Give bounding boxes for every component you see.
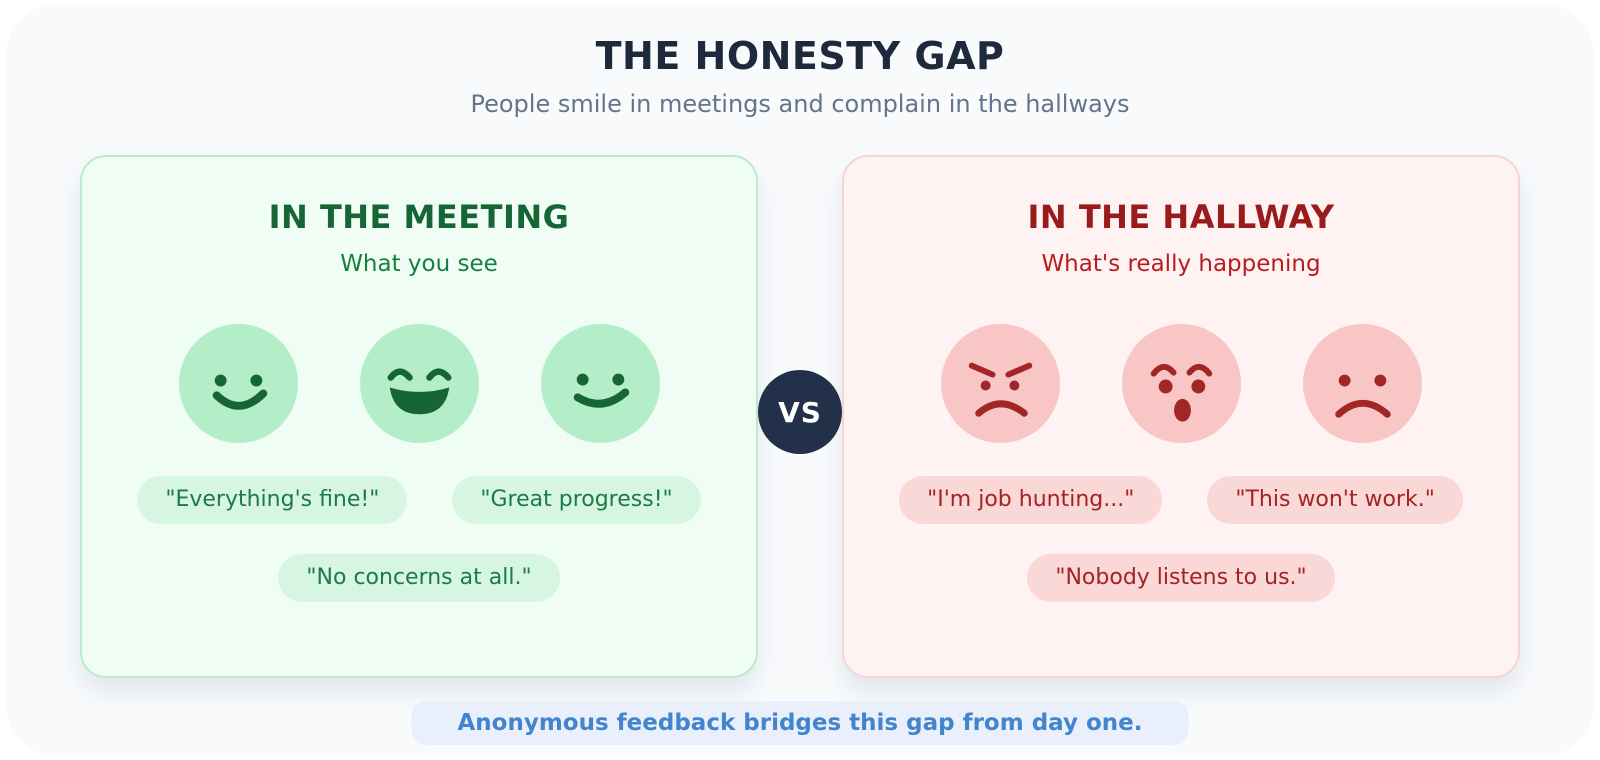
quote-bubble: "Everything's fine!" [137, 476, 408, 524]
hallway-panel-title: IN THE HALLWAY [1027, 198, 1335, 236]
banner-text: Anonymous feedback bridges this gap from… [457, 710, 1143, 736]
quote-bubble: "Great progress!" [452, 476, 701, 524]
hallway-quotes-row-1: "I'm job hunting..." "This won't work." [844, 476, 1518, 524]
meeting-panel: IN THE MEETING What you see [80, 155, 758, 678]
header: THE HONESTY GAP People smile in meetings… [6, 4, 1594, 118]
happy-face-icon [178, 324, 298, 443]
footer-banner: Anonymous feedback bridges this gap from… [411, 701, 1189, 745]
quote-bubble: "Nobody listens to us." [1027, 554, 1335, 602]
vs-badge: VS [758, 370, 842, 454]
hallway-panel-subtitle: What's really happening [1041, 251, 1321, 277]
sad-face-icon [1302, 324, 1422, 443]
angry-face-icon [940, 324, 1060, 443]
hallway-quotes-row-2: "Nobody listens to us." [844, 554, 1518, 602]
meeting-faces-row [82, 324, 756, 443]
meeting-panel-subtitle: What you see [340, 251, 498, 277]
comparison-panels: IN THE MEETING What you see [80, 155, 1520, 678]
meeting-quotes-row-2: "No concerns at all." [82, 554, 756, 602]
meeting-panel-title: IN THE MEETING [268, 198, 570, 236]
surprised-face-icon [1121, 324, 1241, 443]
vs-label: VS [778, 395, 822, 429]
grin-face-icon [359, 324, 479, 443]
quote-bubble: "This won't work." [1207, 476, 1463, 524]
meeting-quotes-row-1: "Everything's fine!" "Great progress!" [82, 476, 756, 524]
page-title: THE HONESTY GAP [595, 34, 1005, 78]
smile-face-icon [540, 324, 660, 443]
page-subtitle: People smile in meetings and complain in… [470, 90, 1130, 118]
hallway-faces-row [844, 324, 1518, 443]
quote-bubble: "No concerns at all." [278, 554, 560, 602]
infographic-card: THE HONESTY GAP People smile in meetings… [6, 4, 1594, 756]
hallway-panel: IN THE HALLWAY What's really happening [842, 155, 1520, 678]
quote-bubble: "I'm job hunting..." [899, 476, 1163, 524]
